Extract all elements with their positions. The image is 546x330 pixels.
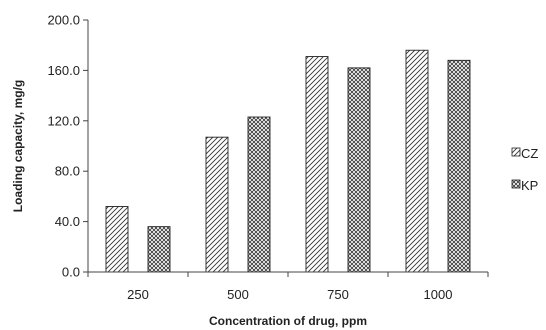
- y-tick-label: 0.0: [62, 265, 80, 280]
- bar-cz-750: [305, 56, 329, 273]
- y-tick-label: 200.0: [47, 13, 80, 28]
- bar-kp-1000: [447, 59, 471, 273]
- legend-swatch-cz: [511, 147, 521, 157]
- y-tick-label: 40.0: [55, 214, 80, 229]
- legend: CZ KP: [511, 146, 538, 193]
- bar-cz-250: [105, 206, 129, 273]
- x-axis-ticks: 250 500 750 1000: [87, 272, 489, 302]
- bar-kp-500: [247, 116, 271, 273]
- x-tick-label: 500: [227, 287, 249, 302]
- y-axis-ticks: 0.0 40.0 80.0 120.0 160.0 200.0: [47, 13, 88, 280]
- bar-kp-250: [147, 226, 171, 273]
- legend-label-cz: CZ: [521, 146, 538, 161]
- bar-cz-500: [205, 136, 229, 273]
- bar-cz-1000: [405, 49, 429, 273]
- x-tick-label: 1000: [424, 287, 453, 302]
- x-tick-label: 250: [127, 287, 149, 302]
- y-tick-label: 80.0: [55, 164, 80, 179]
- bar-kp-750: [347, 67, 371, 273]
- bars: [105, 49, 471, 273]
- legend-label-kp: KP: [521, 178, 538, 193]
- y-tick-label: 160.0: [47, 63, 80, 78]
- x-axis-title: Concentration of drug, ppm: [209, 314, 367, 328]
- legend-swatch-kp: [511, 179, 521, 189]
- x-tick-label: 750: [327, 287, 349, 302]
- y-tick-label: 120.0: [47, 113, 80, 128]
- y-axis-title: Loading capacity, mg/g: [11, 80, 25, 212]
